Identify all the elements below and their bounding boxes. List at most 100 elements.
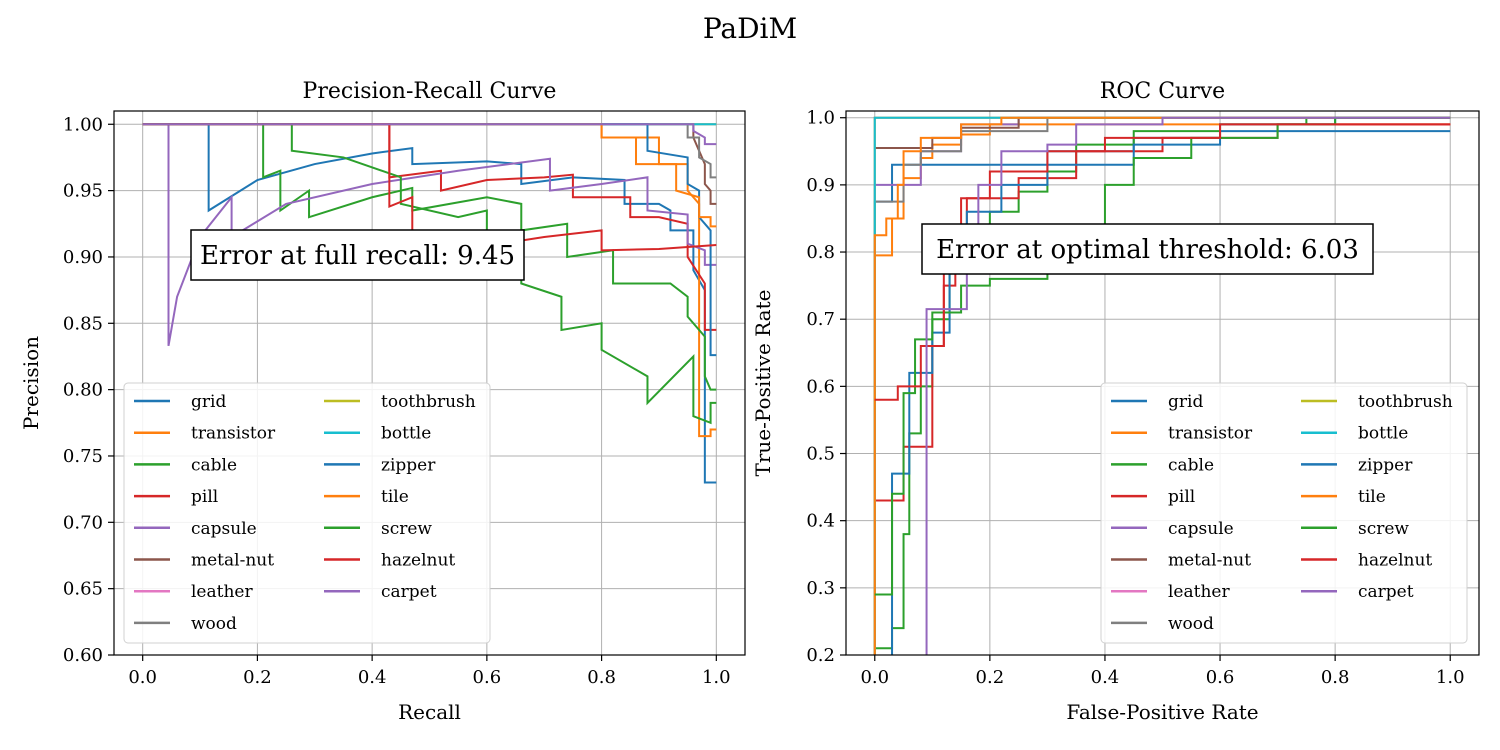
- legend-item-zipper: zipper: [324, 455, 436, 475]
- x-tick-label: 0.2: [976, 667, 1005, 688]
- legend: grid transistor cable pill capsule metal-nut l…: [123, 382, 491, 644]
- legend-item-leather: leather: [134, 582, 253, 602]
- y-tick-label: 0.8: [806, 242, 835, 263]
- x-tick-label: 0.0: [860, 667, 889, 688]
- legend-item-screw: screw: [1301, 519, 1409, 539]
- legend-label: carpet: [1358, 582, 1414, 602]
- x-tick-label: 0.0: [128, 667, 157, 688]
- series-line-carpet: [925, 116, 1451, 655]
- legend-item-metal-nut: metal-nut: [134, 551, 274, 571]
- y-tick-label: 1.0: [806, 108, 835, 129]
- legend-item-wood: wood: [1111, 614, 1214, 634]
- legend-item-hazelnut: hazelnut: [1301, 551, 1432, 571]
- legend-label: toothbrush: [1358, 392, 1453, 412]
- x-tick-label: 0.8: [587, 667, 616, 688]
- annotation-box: Error at full recall: 9.45: [190, 229, 525, 281]
- plot-frame: [113, 110, 746, 656]
- annotation-text: Error at full recall: 9.45: [200, 241, 515, 271]
- plot-title: Precision-Recall Curve: [303, 79, 557, 104]
- y-tick-label: 0.7: [806, 309, 835, 330]
- series-line-cable: [142, 123, 717, 391]
- legend-label: cable: [1168, 455, 1214, 475]
- x-tick-label: 0.4: [358, 667, 387, 688]
- legend-label: wood: [191, 614, 237, 634]
- legend-item-cable: cable: [134, 455, 237, 475]
- y-tick-label: 0.6: [806, 376, 835, 397]
- legend-item-pill: pill: [134, 487, 218, 507]
- legend-label: metal-nut: [1168, 551, 1251, 571]
- figure-title: PaDiM: [703, 12, 797, 45]
- legend-label: carpet: [381, 582, 437, 602]
- y-axis-label: True-Positive Rate: [751, 290, 775, 477]
- y-tick-label: 0.2: [806, 645, 835, 666]
- y-tick-label: 0.95: [63, 181, 103, 202]
- legend-item-leather: leather: [1111, 582, 1230, 602]
- legend-item-carpet: carpet: [1301, 582, 1414, 602]
- legend-label: hazelnut: [1358, 551, 1432, 571]
- y-tick-label: 0.4: [806, 511, 835, 532]
- y-tick-label: 0.70: [63, 512, 103, 533]
- legend-item-toothbrush: toothbrush: [1301, 392, 1453, 412]
- series-line-tile: [142, 123, 717, 228]
- legend-label: tile: [1358, 487, 1386, 507]
- x-axis-label: False-Positive Rate: [1066, 700, 1258, 724]
- legend-label: capsule: [191, 519, 257, 539]
- series-lines: [873, 116, 1451, 655]
- series-line-wood: [142, 123, 717, 179]
- series-line-hazelnut: [874, 123, 1451, 401]
- precision-recall-panel: 0.0 0.2 0.4 0.6 0.8 1.0 0.60 0.65 0.70 0.75 0.80 0.…: [19, 79, 746, 724]
- y-tick-label: 0.5: [806, 444, 835, 465]
- y-tick-label: 0.9: [806, 175, 835, 196]
- legend-label: leather: [191, 582, 253, 602]
- legend-item-metal-nut: metal-nut: [1111, 551, 1251, 571]
- series-line-screw: [142, 123, 717, 425]
- legend-label: zipper: [381, 455, 436, 475]
- y-tick-label: 0.80: [63, 380, 103, 401]
- x-tick-label: 0.6: [473, 667, 502, 688]
- x-axis-label: Recall: [398, 700, 461, 724]
- legend-item-pill: pill: [1111, 487, 1195, 507]
- y-tick-label: 1.00: [63, 114, 103, 135]
- legend-item-transistor: transistor: [1111, 424, 1253, 444]
- plot-frame: [845, 110, 1480, 656]
- legend-item-tile: tile: [1301, 487, 1386, 507]
- legend-item-capsule: capsule: [1111, 519, 1234, 539]
- roc-panel: 0.0 0.2 0.4 0.6 0.8 1.0 0.2 0.3 0.4 0.5 0.6 0.7 0.8 0…: [751, 79, 1480, 724]
- legend-label: hazelnut: [381, 551, 455, 571]
- series-line-carpet: [142, 123, 717, 146]
- annotation-text: Error at optimal threshold: 6.03: [936, 235, 1359, 265]
- legend-label: toothbrush: [381, 392, 476, 412]
- legend-item-screw: screw: [324, 519, 432, 539]
- y-tick-label: 0.85: [63, 313, 103, 334]
- legend-label: bottle: [1358, 424, 1408, 444]
- legend-label: wood: [1168, 614, 1214, 634]
- legend-item-wood: wood: [134, 614, 237, 634]
- legend-label: screw: [1358, 519, 1409, 539]
- legend-label: pill: [1168, 487, 1195, 507]
- x-tick-label: 1.0: [1436, 667, 1465, 688]
- legend-item-grid: grid: [134, 392, 226, 412]
- y-tick-label: 0.75: [63, 446, 103, 467]
- x-tick-label: 0.2: [243, 667, 272, 688]
- legend-label: leather: [1168, 582, 1230, 602]
- plot-title: ROC Curve: [1100, 79, 1225, 104]
- legend: grid transistor cable pill capsule metal-nut l…: [1100, 382, 1468, 644]
- x-tick-label: 0.8: [1321, 667, 1350, 688]
- legend-label: tile: [381, 487, 409, 507]
- series-line-zipper: [142, 123, 717, 357]
- y-tick-label: 0.65: [63, 579, 103, 600]
- x-tick-label: 1.0: [702, 667, 731, 688]
- legend-item-hazelnut: hazelnut: [324, 551, 455, 571]
- legend-item-grid: grid: [1111, 392, 1203, 412]
- legend-label: cable: [191, 455, 237, 475]
- legend-item-toothbrush: toothbrush: [324, 392, 476, 412]
- y-axis-label: Precision: [19, 336, 43, 430]
- legend-label: bottle: [381, 424, 431, 444]
- y-tick-label: 0.3: [806, 578, 835, 599]
- legend-label: pill: [191, 487, 218, 507]
- series-line-screw: [874, 116, 1451, 596]
- legend-item-bottle: bottle: [324, 424, 431, 444]
- legend-item-transistor: transistor: [134, 424, 276, 444]
- legend-item-zipper: zipper: [1301, 455, 1413, 475]
- legend-label: grid: [191, 392, 226, 412]
